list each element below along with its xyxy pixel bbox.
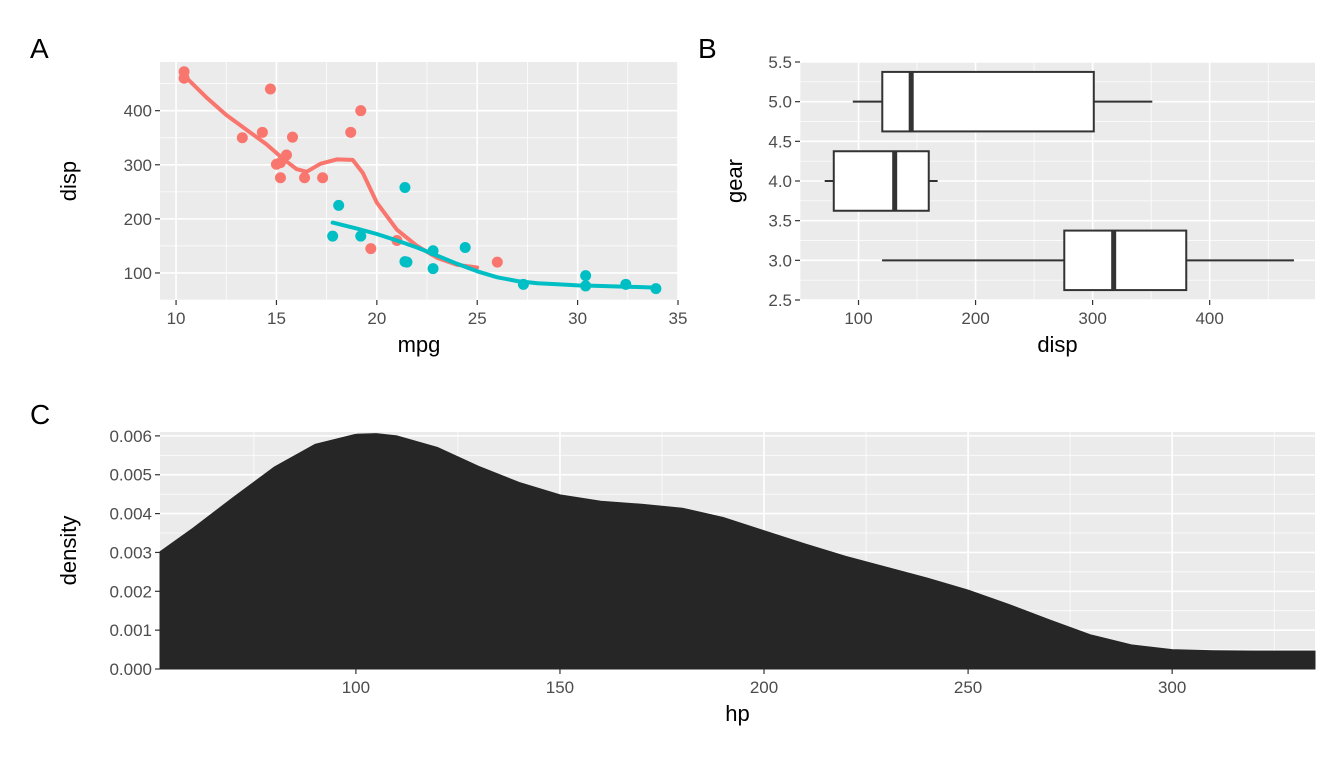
x-tick-label: 20: [367, 309, 386, 328]
y-axis-title: disp: [56, 161, 81, 201]
y-tick-label: 200: [124, 210, 152, 229]
panel-b-boxplot-chart: 100 200 300 400 2.5 3.0 3.5 4.0 4.5 5.0 5.5 disp gea…: [722, 53, 1315, 357]
y-tick-label: 0.002: [109, 582, 152, 601]
y-tick-label: 0.003: [109, 543, 152, 562]
panel-label-a: A: [30, 33, 49, 64]
box-iqr: [832, 150, 930, 212]
x-tick-label: 250: [954, 678, 982, 697]
scatter-point: [459, 242, 471, 254]
y-tick-label: 5.0: [768, 93, 792, 112]
y-tick-label: 0.006: [109, 427, 152, 446]
x-tick-label: 10: [167, 309, 186, 328]
scatter-point: [274, 172, 286, 184]
panel-a-scatter-chart: 10 15 20 25 30 35 100 200 300 400 mpg disp: [56, 62, 687, 357]
panel-label-b: B: [698, 33, 717, 64]
y-tick-label: 400: [124, 102, 152, 121]
y-tick-label: 100: [124, 264, 152, 283]
scatter-point: [256, 126, 268, 138]
x-tick-label: 200: [961, 309, 989, 328]
scatter-point: [365, 243, 377, 255]
scatter-point: [399, 181, 411, 193]
scatter-point: [355, 230, 367, 242]
y-tick-label: 0.001: [109, 621, 152, 640]
x-axis-title: disp: [1037, 332, 1077, 357]
scatter-point: [427, 245, 439, 257]
y-tick-label: 300: [124, 156, 152, 175]
density-area: [159, 433, 1316, 670]
scatter-point: [333, 199, 345, 211]
scatter-point: [401, 256, 413, 268]
scatter-point: [580, 280, 592, 292]
box-iqr: [881, 70, 1095, 133]
panel-background: [160, 62, 678, 300]
scatter-point: [580, 270, 592, 282]
panel-c-density-chart: 100 150 200 250 300 0.000 0.001 0.002 0.003 0.004…: [56, 427, 1316, 726]
scatter-point: [517, 278, 529, 290]
x-tick-label: 25: [468, 309, 487, 328]
scatter-point: [236, 132, 248, 144]
x-tick-label: 300: [1158, 678, 1186, 697]
box-iqr: [1063, 229, 1188, 292]
x-tick-label: 100: [844, 309, 872, 328]
scatter-point: [317, 172, 329, 184]
scatter-point: [650, 283, 662, 295]
scatter-point: [345, 126, 357, 138]
x-tick-label: 30: [568, 309, 587, 328]
y-tick-label: 0.005: [109, 466, 152, 485]
y-tick-label: 0.004: [109, 505, 152, 524]
y-tick-label: 3.5: [768, 212, 792, 231]
y-axis-title: density: [56, 516, 81, 586]
y-tick-label: 4.5: [768, 132, 792, 151]
scatter-point: [264, 83, 276, 95]
x-axis-title: mpg: [398, 332, 441, 357]
smooth-line: [330, 220, 658, 290]
x-tick-label: 35: [669, 309, 688, 328]
x-tick-label: 200: [750, 678, 778, 697]
scatter-point: [178, 72, 190, 84]
panel-label-c: C: [30, 399, 50, 430]
scatter-point: [299, 172, 311, 184]
x-tick-label: 400: [1195, 309, 1223, 328]
scatter-point: [491, 256, 503, 268]
scatter-point: [427, 263, 439, 275]
y-tick-label: 2.5: [768, 291, 792, 310]
x-axis-title: hp: [725, 701, 749, 726]
scatter-point: [287, 131, 299, 143]
scatter-point: [274, 157, 286, 169]
x-tick-label: 100: [342, 678, 370, 697]
y-tick-label: 3.0: [768, 251, 792, 270]
scatter-point: [355, 105, 367, 117]
y-axis-title: gear: [722, 159, 747, 203]
scatter-point: [327, 230, 339, 242]
x-tick-label: 15: [267, 309, 286, 328]
y-tick-label: 4.0: [768, 172, 792, 191]
y-tick-label: 0.000: [109, 660, 152, 679]
y-tick-label: 5.5: [768, 53, 792, 72]
scatter-point: [280, 149, 292, 161]
scatter-point: [620, 278, 632, 290]
x-tick-label: 150: [546, 678, 574, 697]
x-tick-label: 300: [1078, 309, 1106, 328]
